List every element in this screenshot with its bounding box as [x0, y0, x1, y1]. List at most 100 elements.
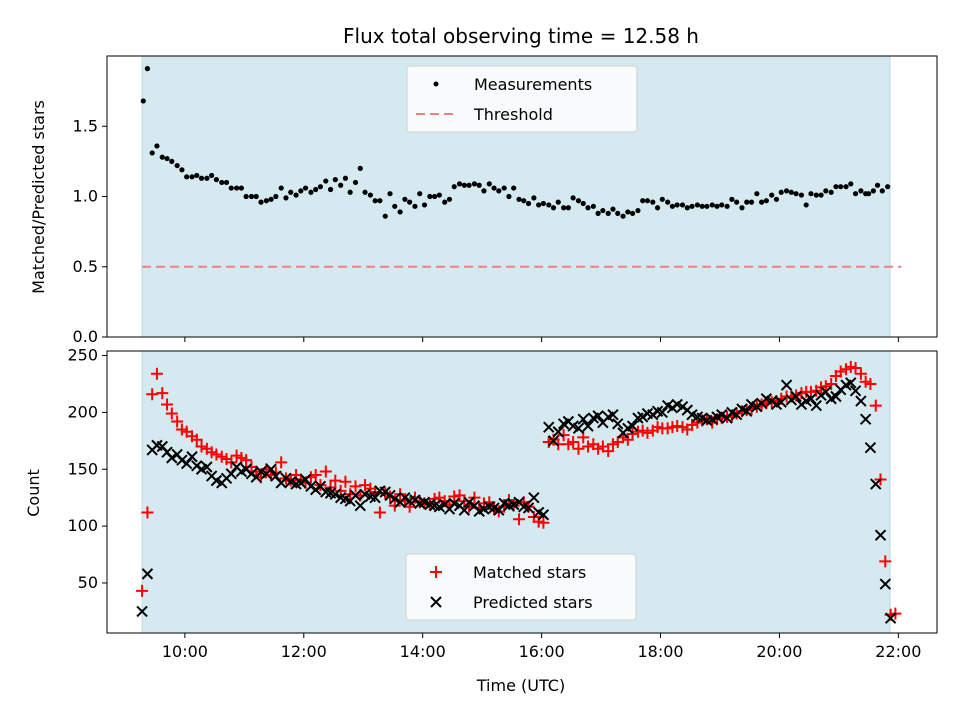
- matched-star-marker: [849, 362, 862, 375]
- measurement-point: [620, 213, 626, 219]
- measurement-point: [308, 189, 314, 195]
- predicted-star-marker: [225, 468, 237, 480]
- matched-star-marker: [141, 506, 154, 519]
- matched-star-marker: [626, 428, 639, 441]
- measurement-point: [228, 185, 234, 191]
- matched-star-marker: [275, 456, 288, 469]
- measurement-point: [238, 185, 244, 191]
- measurement-point: [397, 209, 403, 215]
- measurement-point: [313, 186, 319, 193]
- measurement-point: [273, 193, 279, 200]
- measurement-point: [506, 193, 512, 200]
- measurement-point: [501, 185, 507, 191]
- measurement-point: [288, 189, 294, 195]
- bottom-y-axis-label: Count: [24, 469, 43, 517]
- measurement-point: [773, 196, 780, 202]
- predicted-star-marker: [879, 578, 891, 590]
- predicted-star-marker: [830, 390, 842, 403]
- measurement-point: [590, 203, 596, 209]
- x-tick-label: 18:00: [637, 642, 683, 661]
- predicted-star-marker: [572, 422, 585, 435]
- predicted-star-marker: [656, 406, 669, 419]
- matched-star-marker: [448, 490, 461, 503]
- predicted-star-marker: [810, 399, 823, 412]
- measurement-point: [347, 189, 353, 195]
- predicted-star-marker: [547, 435, 560, 447]
- measurements-legend-label: Measurements: [474, 75, 592, 94]
- measurement-point: [149, 150, 155, 156]
- bottom-legend-box: [405, 553, 637, 621]
- measurement-point: [451, 184, 457, 190]
- predicted-star-marker: [855, 395, 867, 407]
- matched-star-marker: [349, 480, 362, 493]
- measurement-point: [828, 189, 834, 195]
- predicted-star-marker: [299, 473, 312, 486]
- predicted-star-marker: [845, 377, 857, 389]
- measurement-point: [870, 188, 876, 194]
- measurement-point: [818, 192, 824, 198]
- top-y-axis-label: Matched/Predicted stars: [29, 100, 48, 294]
- predicted-star-marker: [369, 491, 381, 504]
- measurement-point: [302, 185, 309, 191]
- y-tick-label: 50: [78, 573, 98, 592]
- matched-star-marker: [150, 367, 163, 380]
- predicted-star-marker: [354, 499, 366, 512]
- measurement-point: [357, 165, 363, 171]
- measurement-point: [759, 199, 765, 205]
- predicted-star-marker: [790, 390, 802, 403]
- bottom-axes-frame: [106, 350, 938, 634]
- predicted-star-marker: [805, 393, 817, 405]
- measurement-point: [536, 202, 542, 208]
- measurement-point: [436, 192, 442, 198]
- measurement-point: [184, 174, 190, 180]
- x-tick-label: 10:00: [162, 642, 208, 661]
- measurement-point: [866, 191, 872, 197]
- measurement-point: [629, 210, 636, 216]
- measurement-point: [546, 202, 552, 208]
- matched-star-marker: [581, 440, 594, 453]
- measurement-point: [704, 203, 710, 209]
- measurement-point: [516, 196, 522, 202]
- measurement-point: [674, 202, 680, 208]
- top-y-ticks: 0.0 0.5 1.0 1.5: [73, 116, 107, 346]
- measurement-point: [684, 205, 690, 211]
- measurement-point: [769, 192, 775, 198]
- predicted-star-marker: [592, 410, 604, 422]
- x-tick-label: 16:00: [519, 642, 565, 661]
- predicted-star-marker: [552, 426, 564, 438]
- x-tick-label: 20:00: [756, 642, 802, 661]
- measurement-point: [387, 191, 393, 197]
- y-tick-label: 0.0: [73, 327, 98, 346]
- top-x-ticks: [184, 337, 899, 342]
- predicted-star-markers: [136, 377, 897, 624]
- matched-star-marker: [319, 465, 332, 478]
- measurement-point: [481, 188, 487, 194]
- matched-star-marker: [240, 454, 253, 467]
- y-tick-label: 0.5: [73, 257, 98, 276]
- y-tick-label: 250: [67, 346, 98, 365]
- matched-star-marker: [165, 407, 178, 420]
- predicted-star-marker: [166, 452, 178, 464]
- measurement-point: [476, 182, 482, 188]
- x-tick-label: 14:00: [400, 642, 446, 661]
- predicted-star-marker: [884, 612, 897, 624]
- measurement-point: [665, 199, 671, 205]
- measurement-point: [164, 155, 170, 162]
- predicted-star-marker: [864, 441, 877, 454]
- measurement-point: [813, 192, 819, 198]
- predicted-star-marker: [389, 493, 401, 505]
- measurement-point: [234, 185, 240, 191]
- measurement-point: [570, 195, 576, 201]
- predicted-star-marker: [270, 470, 282, 482]
- matched-star-marker: [161, 398, 174, 411]
- measurement-point: [496, 188, 502, 194]
- measurement-point: [615, 210, 621, 216]
- y-tick-label: 1.5: [73, 116, 98, 135]
- x-axis-label: Time (UTC): [476, 676, 565, 695]
- measurement-point: [372, 198, 378, 204]
- measurement-point: [823, 188, 829, 194]
- matched-star-marker: [309, 468, 322, 481]
- measurement-point: [332, 177, 338, 183]
- predicted-star-marker: [141, 568, 154, 580]
- measurement-point: [550, 205, 557, 211]
